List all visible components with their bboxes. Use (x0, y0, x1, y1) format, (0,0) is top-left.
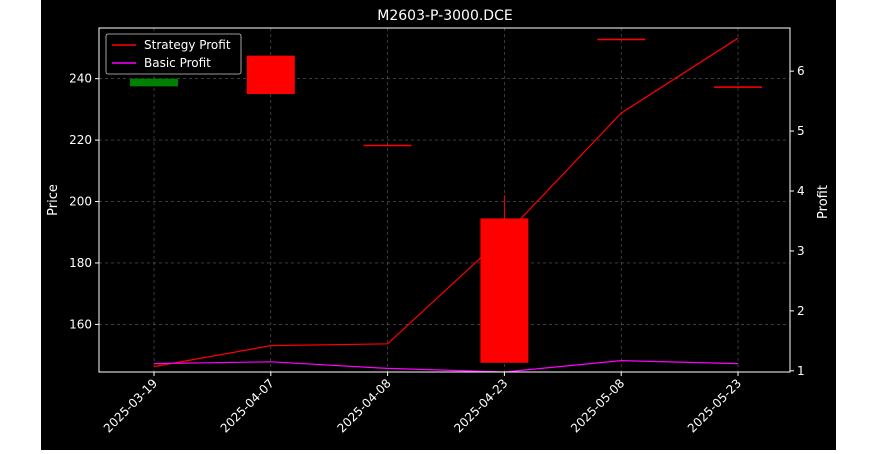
candle-body (480, 218, 529, 363)
grid-lines (99, 28, 790, 372)
chart-figure: M2603-P-3000.DCE 160 180 200 220 240 1 2 3 4 5 6 20… (41, 0, 836, 450)
x-tick-label: 2025-04-08 (335, 376, 394, 435)
legend: Strategy Profit Basic Profit (105, 33, 242, 75)
series-line (153, 360, 739, 373)
plot-frame (98, 27, 791, 373)
y-tick-label-left: 220 (69, 133, 92, 147)
y-axis-label-left: Price (46, 184, 61, 216)
y-tick-label-right: 6 (797, 64, 805, 78)
legend-label: Basic Profit (144, 56, 211, 70)
x-tick-label: 2025-05-08 (568, 376, 627, 435)
candle-body (246, 55, 295, 95)
x-tick-label: 2025-04-07 (218, 376, 277, 435)
y-tick-label-left: 200 (69, 195, 92, 209)
candle-body (363, 144, 412, 147)
y-tick-label-right: 4 (797, 184, 805, 198)
candle-body (714, 86, 762, 88)
y-tick-label-left: 180 (69, 256, 92, 270)
y-tick-label-right: 5 (797, 124, 805, 138)
y-axis-label-right: Profit (816, 185, 831, 219)
chart-title: M2603-P-3000.DCE (377, 8, 512, 24)
y-tick-label-right: 1 (797, 364, 805, 378)
y-tick-label-left: 240 (69, 72, 92, 86)
candles (130, 38, 762, 363)
x-tick-label: 2025-05-23 (685, 376, 744, 435)
candle-body (597, 38, 646, 41)
x-tick-label: 2025-04-23 (451, 376, 510, 435)
axes: 160 180 200 220 240 1 2 3 4 5 6 2025-03-19 2025-04-0… (69, 64, 805, 435)
y-tick-label-right: 3 (797, 244, 805, 258)
price-profit-chart: M2603-P-3000.DCE 160 180 200 220 240 1 2 3 4 5 6 20… (46, 8, 831, 435)
candle-body (130, 78, 178, 87)
y-tick-label-right: 2 (797, 304, 805, 318)
x-tick-label: 2025-03-19 (101, 376, 160, 435)
series-line (153, 37, 739, 368)
legend-label: Strategy Profit (144, 38, 231, 52)
legend-box (105, 33, 242, 75)
y-tick-label-left: 160 (69, 317, 92, 331)
profit-lines (153, 37, 739, 373)
